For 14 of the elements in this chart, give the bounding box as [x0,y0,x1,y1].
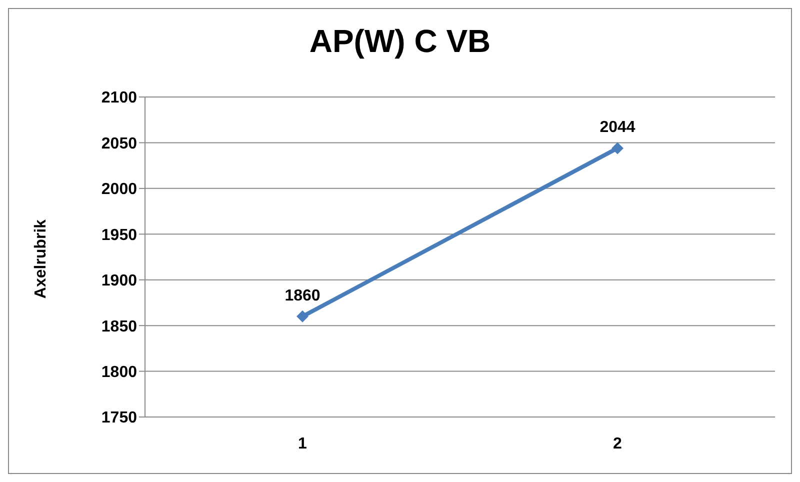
y-axis-title: Axelrubrik [33,219,51,299]
y-tick-label: 1950 [101,226,138,244]
y-tick-label: 1800 [101,364,138,381]
y-tick-label: 1900 [101,272,138,290]
data-label: 2044 [600,119,636,136]
chart-title: AP(W) C VB [308,23,492,60]
y-tick-label: 2000 [101,181,138,198]
x-tick-label: 1 [298,435,308,452]
y-tick-label: 1850 [101,318,138,336]
y-tick-label: 1750 [101,410,138,427]
y-tick-label: 2050 [101,135,138,152]
data-label: 1860 [284,287,320,304]
x-tick-label: 2 [613,435,622,452]
y-tick-label: 2100 [101,90,138,107]
